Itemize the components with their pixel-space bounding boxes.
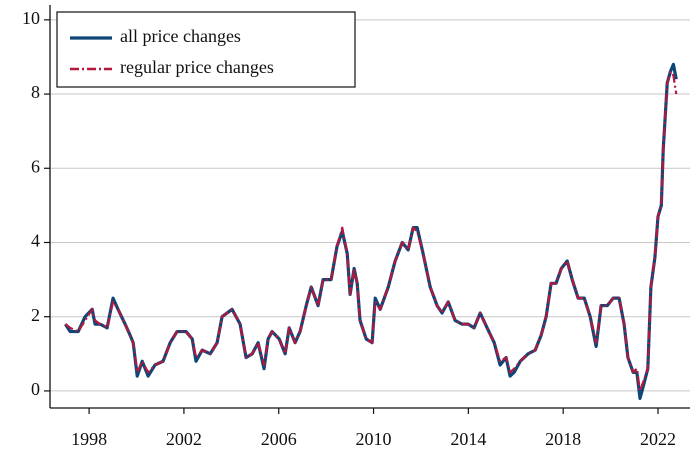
y-tick-label: 2 bbox=[31, 305, 40, 325]
y-tick-label: 0 bbox=[31, 379, 40, 399]
x-tick-label: 2006 bbox=[261, 429, 297, 449]
legend-box bbox=[56, 11, 356, 88]
series-line bbox=[64, 62, 678, 400]
y-tick-label: 10 bbox=[22, 8, 40, 28]
y-tick-label: 6 bbox=[31, 156, 40, 176]
x-tick-label: 2002 bbox=[166, 429, 202, 449]
legend-label: regular price changes bbox=[120, 57, 274, 77]
y-tick-label: 4 bbox=[31, 231, 40, 251]
x-tick-label: 2018 bbox=[545, 429, 581, 449]
y-tick-label: 8 bbox=[31, 82, 40, 102]
x-tick-label: 1998 bbox=[71, 429, 107, 449]
x-tick-label: 2022 bbox=[640, 429, 676, 449]
x-tick-label: 2010 bbox=[356, 429, 392, 449]
x-tick-label: 2014 bbox=[450, 429, 486, 449]
legend-label: all price changes bbox=[120, 26, 241, 46]
series-line bbox=[64, 70, 678, 393]
legend: all price changes regular price changes bbox=[56, 11, 356, 88]
